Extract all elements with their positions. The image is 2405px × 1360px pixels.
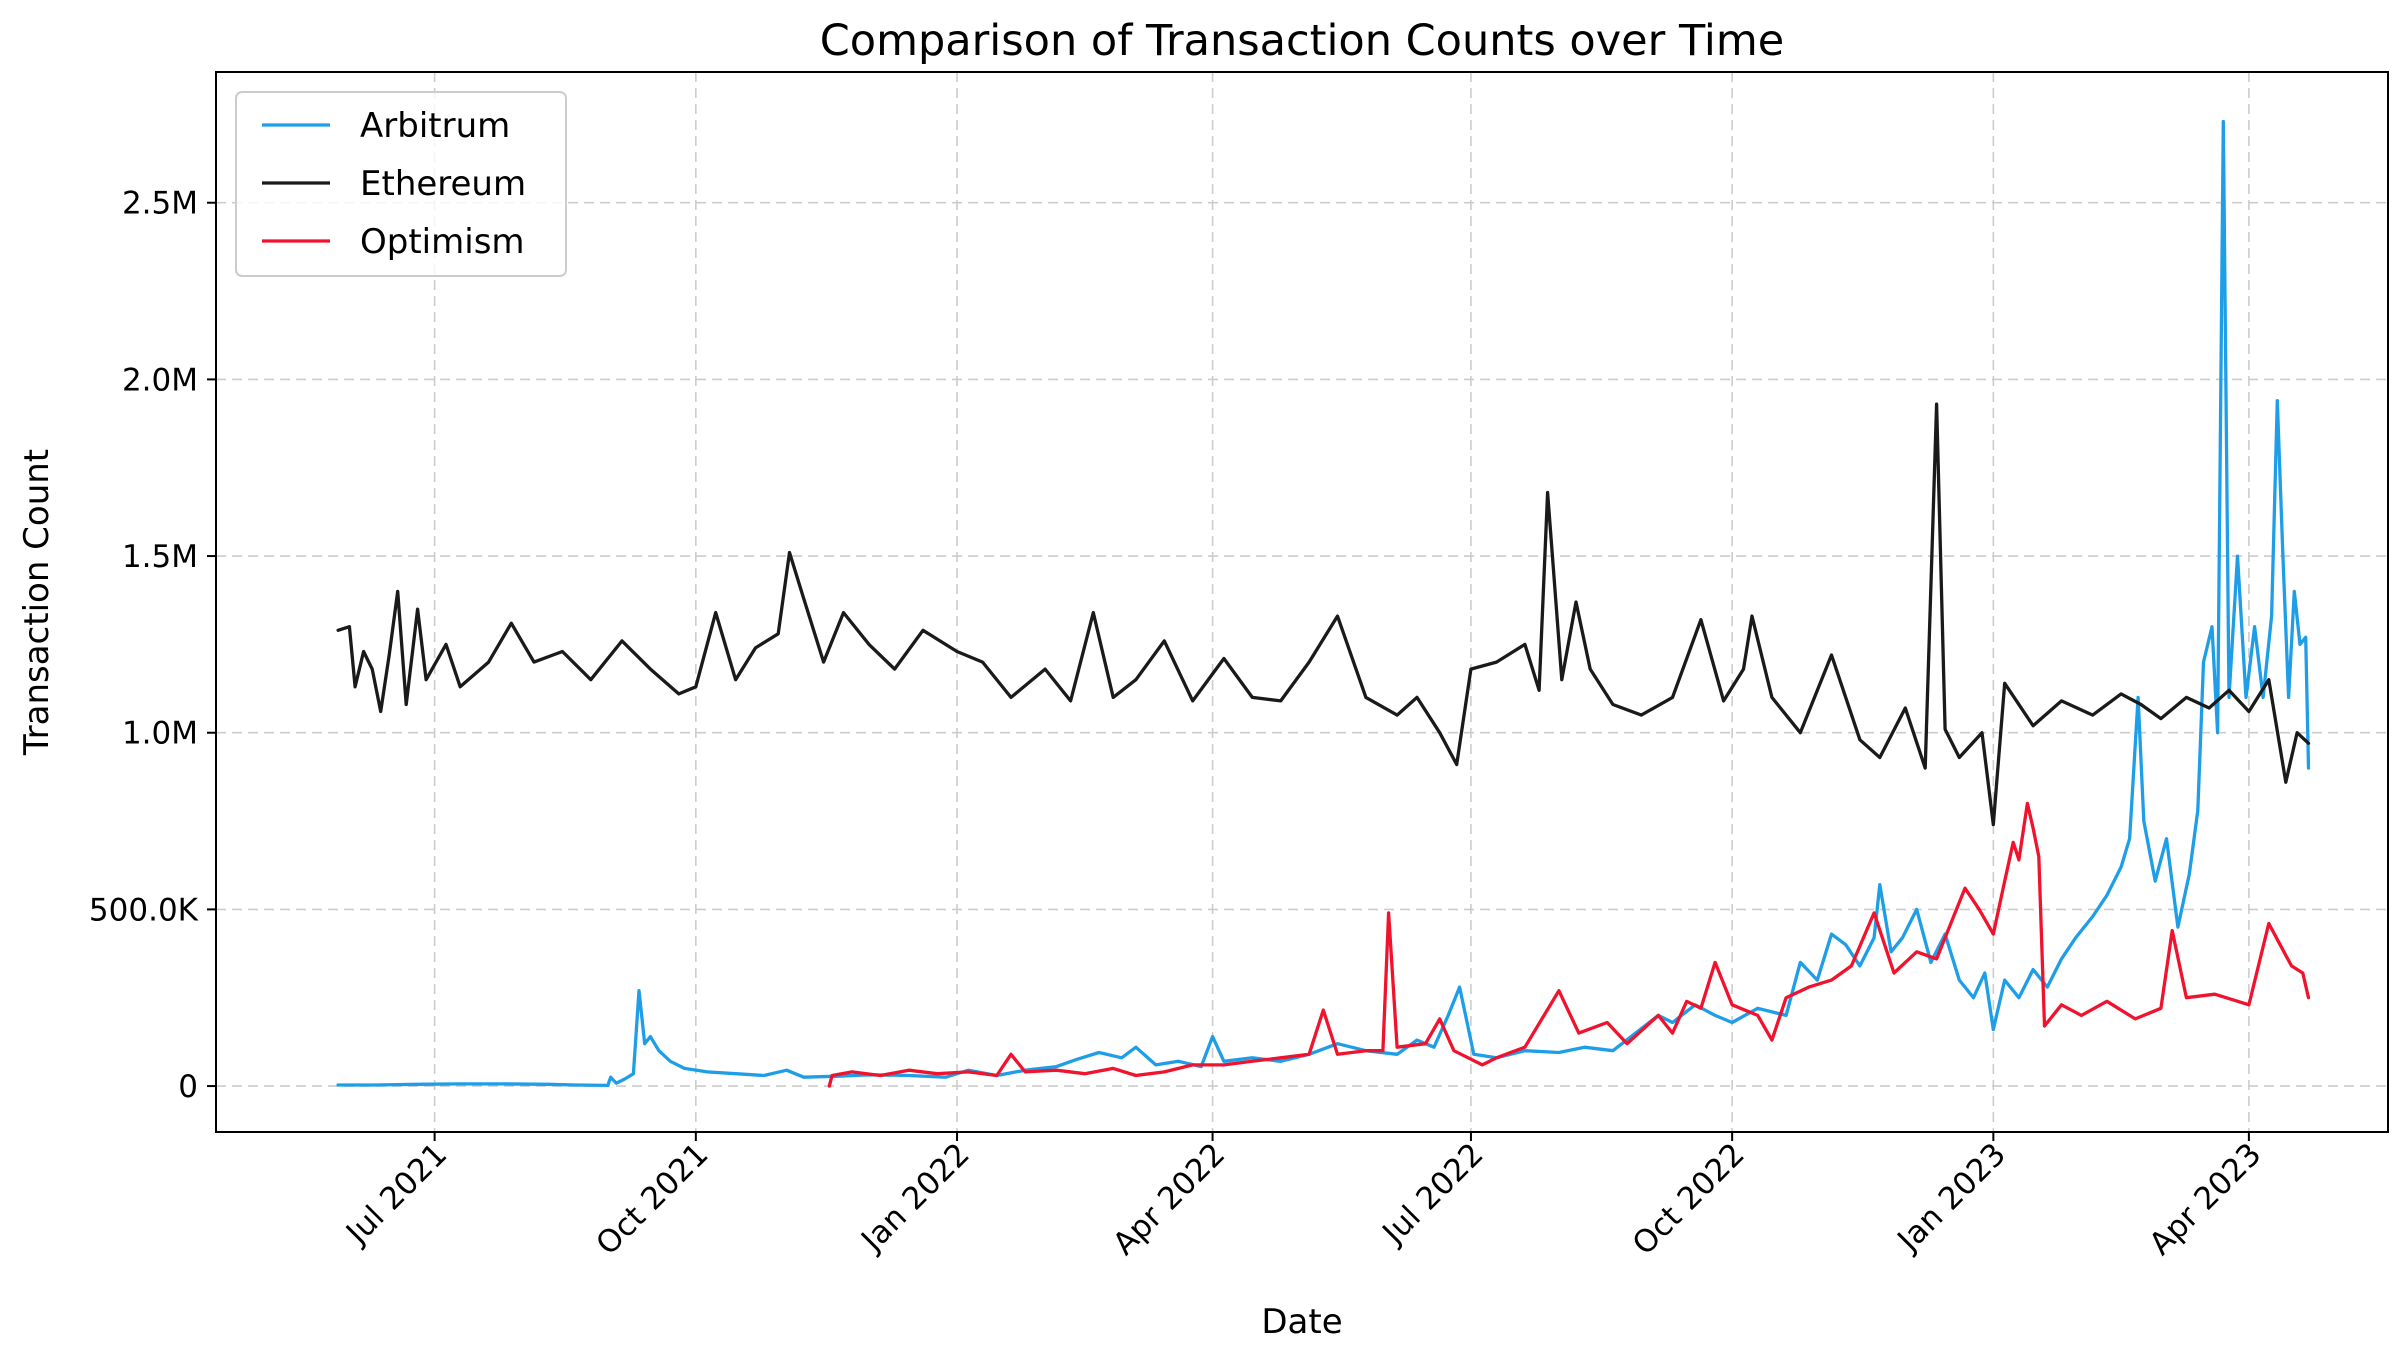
plot-frame [215,71,2389,1133]
series-lines [336,119,2311,1088]
y-tick-label: 500.0K [89,892,199,928]
y-axis-label: Transaction Count [17,449,57,756]
x-tick-label: Oct 2022 [1626,1136,1752,1262]
y-tick-label: 1.5M [122,539,198,575]
legend-label-ethereum: Ethereum [360,164,526,204]
chart-title: Comparison of Transaction Counts over Ti… [820,16,1784,66]
y-tick-label: 2.5M [122,186,198,222]
x-tick-label: Jan 2023 [1890,1136,2013,1259]
legend-label-arbitrum: Arbitrum [360,106,510,146]
x-tick-label: Apr 2023 [2142,1136,2268,1262]
series-line-ethereum [336,402,2311,827]
series-line-optimism [827,801,2311,1088]
series-line-arbitrum [336,119,2311,1088]
x-axis-label: Date [1261,1302,1342,1342]
x-tick-label: Jan 2022 [853,1136,976,1259]
legend-label-optimism: Optimism [360,222,525,262]
axis-ticks: 0 500.0K 1.0M 1.5M 2.0M 2.5M Jul 2021 Oct 2021 J… [89,186,2269,1263]
y-tick-label: 2.0M [122,362,198,398]
y-tick-label: 1.0M [122,716,198,752]
x-tick-label: Jul 2022 [1375,1136,1491,1252]
legend: Arbitrum Ethereum Optimism [235,91,567,277]
y-tick-label: 0 [178,1069,198,1105]
x-tick-label: Jul 2021 [338,1136,454,1252]
x-tick-label: Apr 2022 [1106,1136,1232,1262]
legend-box [235,91,567,277]
grid-lines [216,72,2388,1132]
x-tick-label: Oct 2021 [589,1136,715,1262]
